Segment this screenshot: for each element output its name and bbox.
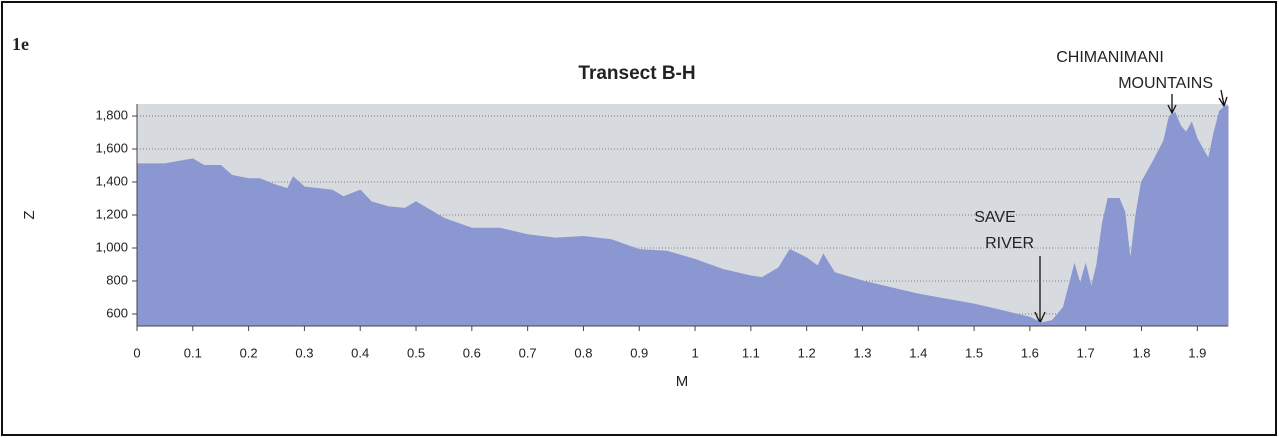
y-tick-label: 1,200 — [95, 206, 128, 221]
annotation: SAVE — [974, 209, 1016, 226]
x-tick-label: 0.3 — [295, 345, 313, 360]
x-tick-label: 0.9 — [630, 345, 648, 360]
annotation: CHIMANIMANI — [1056, 49, 1164, 66]
annotation: RIVER — [985, 235, 1034, 252]
x-tick-label: 0.2 — [240, 345, 258, 360]
arrow — [1167, 94, 1177, 115]
x-axis-label: M — [676, 373, 689, 390]
x-tick-label: 1.5 — [965, 345, 983, 360]
x-tick-label: 0.6 — [463, 345, 481, 360]
y-tick-label: 1,800 — [95, 107, 128, 122]
y-tick-label: 1,600 — [95, 140, 128, 155]
x-tick-label: 0.4 — [351, 345, 369, 360]
x-tick-label: 1.7 — [1077, 345, 1095, 360]
x-tick-label: 1.9 — [1188, 345, 1206, 360]
x-tick-label: 1.6 — [1021, 345, 1039, 360]
area — [136, 105, 1229, 327]
x-tick-label: 1.1 — [742, 345, 760, 360]
annotation: MOUNTAINS — [1118, 75, 1213, 92]
x-tick-label: 1.3 — [853, 345, 871, 360]
y-tick-label: 600 — [106, 305, 128, 320]
y-tick-label: 800 — [106, 272, 128, 287]
x-tick-label: 0 — [133, 345, 140, 360]
arrow — [1218, 89, 1228, 108]
y-tick-label: 1,000 — [95, 239, 128, 254]
x-tick-label: 0.1 — [184, 345, 202, 360]
y-axis-label: Z — [21, 210, 38, 219]
x-tick-label: 1 — [691, 345, 698, 360]
x-tick-label: 1.4 — [909, 345, 927, 360]
x-tick-label: 1.2 — [798, 345, 816, 360]
x-tick-label: 0.8 — [574, 345, 592, 360]
x-tick-label: 0.5 — [407, 345, 425, 360]
x-tick-label: 0.7 — [519, 345, 537, 360]
x-tick-label: 1.8 — [1132, 345, 1150, 360]
chart-title: Transect B-H — [578, 63, 695, 84]
y-tick-label: 1,400 — [95, 173, 128, 188]
panel-label: 1e — [12, 34, 29, 54]
